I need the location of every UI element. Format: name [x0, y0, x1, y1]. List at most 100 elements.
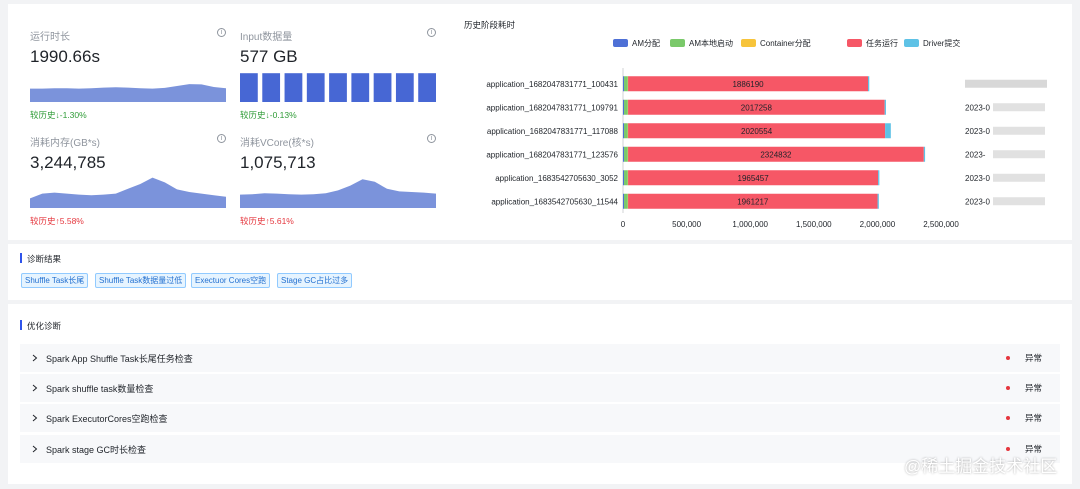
bar-segment[interactable] [627, 99, 629, 115]
bar-segment[interactable] [624, 193, 628, 209]
bar-segment[interactable] [623, 170, 625, 186]
metric-label: 运行时长 [30, 32, 70, 43]
sparkline-bar [329, 73, 347, 102]
metric-sparkline [240, 73, 436, 102]
optimization-row[interactable]: Spark ExecutorCores空跑检查 异常 [20, 404, 1060, 432]
bar-segment[interactable] [628, 146, 924, 162]
bar-segment[interactable] [868, 76, 870, 92]
bar-segment[interactable] [624, 99, 628, 115]
row-title: Spark App Shuffle Task长尾任务检查 [46, 354, 193, 364]
category-label: application_1682047831771_123576 [486, 150, 618, 159]
bar-segment[interactable] [885, 123, 891, 139]
status-dot [1006, 356, 1010, 360]
sparkline-area [240, 179, 436, 208]
sparkline-bar [395, 73, 414, 102]
legend-item[interactable]: Container分配 [741, 39, 811, 48]
bar-segment[interactable] [624, 170, 628, 186]
chart-title: 历史阶段耗时 [464, 20, 516, 30]
metric-sparkline [30, 177, 226, 208]
sparkline-bar [418, 73, 436, 102]
row-title: Spark ExecutorCores空跑检查 [46, 414, 168, 424]
optimization-row[interactable]: Spark stage GC时长检查 异常 [20, 435, 1060, 463]
status-badge: 异常 [1024, 383, 1042, 393]
bar-segment[interactable] [624, 123, 628, 139]
bar-segment[interactable] [624, 146, 628, 162]
optimization-row[interactable]: Spark shuffle task数量检查 异常 [20, 374, 1060, 402]
bar-value-label: 2324832 [760, 150, 792, 159]
bar-segment[interactable] [627, 146, 629, 162]
bar-segment[interactable] [628, 193, 878, 209]
x-tick-label: 2,000,000 [860, 220, 896, 229]
diagnosis-tag[interactable]: Exectuor Cores空跑 [191, 273, 271, 288]
sparkline-bar [240, 73, 258, 102]
legend-swatch [741, 39, 756, 47]
status-badge: 异常 [1024, 353, 1042, 363]
metrics-panel: 运行时长 i 1990.66s 较历史↓-1.30% Input数据量 i 57… [8, 4, 1072, 240]
x-tick-label: 0 [621, 220, 626, 229]
bar-segment[interactable] [628, 123, 886, 139]
category-label: application_1682047831771_109791 [486, 103, 618, 112]
info-icon[interactable]: i [427, 28, 436, 37]
bar-segment[interactable] [628, 170, 879, 186]
sparkline-bar [373, 73, 392, 102]
row-date-label: 2023-0 [965, 174, 990, 183]
info-icon[interactable]: i [217, 134, 226, 143]
bar-segment[interactable] [623, 76, 625, 92]
diagnosis-tag[interactable]: Stage GC占比过多 [277, 273, 353, 288]
metric-value: 1,075,713 [240, 153, 316, 172]
sparkline-area [30, 84, 226, 102]
bar-segment[interactable] [884, 99, 886, 115]
legend-item[interactable]: AM分配 [613, 39, 660, 48]
legend-label: AM分配 [632, 39, 660, 48]
info-icon[interactable]: i [217, 28, 226, 37]
metric-compare: 较历史↑5.61% [240, 216, 294, 226]
bar-segment[interactable] [623, 99, 625, 115]
category-label: application_1683542705630_3052 [495, 174, 618, 183]
bar-segment[interactable] [627, 76, 629, 92]
redacted-block [993, 103, 1045, 112]
bar-segment[interactable] [878, 170, 880, 186]
bar-segment[interactable] [627, 193, 629, 209]
optimization-row[interactable]: Spark App Shuffle Task长尾任务检查 异常 [20, 344, 1060, 372]
bar-segment[interactable] [923, 146, 926, 162]
redacted-block [993, 197, 1045, 206]
sparkline-bar [306, 73, 325, 102]
bar-segment[interactable] [623, 146, 625, 162]
bar-segment[interactable] [877, 193, 879, 209]
bar-segment[interactable] [628, 99, 885, 115]
sparkline-bar [351, 73, 370, 102]
legend-swatch [904, 39, 919, 47]
legend-swatch [847, 39, 862, 47]
bar-segment[interactable] [627, 123, 629, 139]
row-date-label: 2023-0 [965, 127, 990, 136]
bar-segment[interactable] [623, 123, 625, 139]
chevron-right-icon [32, 354, 38, 362]
diagnosis-tag[interactable]: Shuffle Task数据量过低 [95, 273, 187, 288]
redacted-block [965, 79, 1047, 88]
info-icon[interactable]: i [427, 134, 436, 143]
diagnosis-tag[interactable]: Shuffle Task长尾 [21, 273, 89, 288]
legend-item[interactable]: Driver提交 [904, 38, 960, 48]
bar-value-label: 1965457 [738, 174, 770, 183]
metric-compare: 较历史↑5.58% [30, 216, 84, 226]
bar-segment[interactable] [623, 193, 625, 209]
bar-value-label: 2017258 [741, 103, 773, 112]
status-badge: 异常 [1024, 413, 1042, 423]
legend-item[interactable]: 任务运行 [847, 38, 898, 48]
legend-swatch [670, 39, 685, 47]
status-dot [1006, 416, 1010, 420]
metric-value: 3,244,785 [30, 153, 106, 172]
diagnosis-panel: 诊断结果 Shuffle Task长尾 Shuffle Task数据量过低 Ex… [8, 244, 1072, 300]
bar-segment[interactable] [628, 76, 869, 92]
status-dot [1006, 447, 1010, 451]
bar-segment[interactable] [624, 76, 628, 92]
bar-segment[interactable] [627, 170, 629, 186]
stage-duration-chart: AM分配 AM本地启动 Container分配 任务运行 Driver提交 applica… [486, 38, 1047, 229]
x-tick-label: 2,500,000 [923, 220, 959, 229]
metric-value: 1990.66s [30, 47, 100, 66]
legend-label: AM本地启动 [689, 38, 733, 48]
legend-item[interactable]: AM本地启动 [670, 38, 733, 48]
watermark: @稀土掘金技术社区 [904, 457, 1058, 476]
sparkline-bar [284, 73, 303, 102]
status-dot [1006, 386, 1010, 390]
